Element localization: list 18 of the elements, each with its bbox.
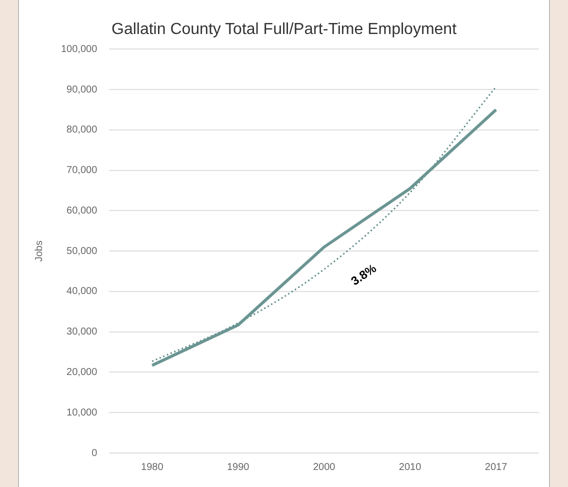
y-tick-label: 100,000 bbox=[60, 44, 98, 55]
y-tick-label: 70,000 bbox=[66, 165, 98, 176]
chart-title: Gallatin County Total Full/Part-Time Employment bbox=[111, 21, 458, 38]
y-tick-label: 50,000 bbox=[66, 246, 98, 257]
y-tick-label: 0 bbox=[92, 448, 98, 459]
y-tick-label: 30,000 bbox=[66, 326, 98, 338]
x-tick-label: 2017 bbox=[484, 462, 508, 473]
x-tick-label: 1980 bbox=[141, 462, 164, 473]
y-tick-label: 20,000 bbox=[66, 366, 98, 378]
y-tick-label: 90,000 bbox=[66, 84, 98, 96]
y-tick-label: 10,000 bbox=[66, 407, 98, 418]
y-tick-label: 80,000 bbox=[66, 124, 98, 136]
x-tick-label: 1990 bbox=[226, 462, 250, 473]
y-tick-label: 40,000 bbox=[66, 286, 98, 298]
x-tick-label: 2010 bbox=[398, 462, 422, 473]
x-tick-label: 2000 bbox=[312, 462, 336, 473]
y-tick-label: 60,000 bbox=[66, 205, 98, 216]
y-axis-title: Jobs bbox=[34, 240, 45, 262]
